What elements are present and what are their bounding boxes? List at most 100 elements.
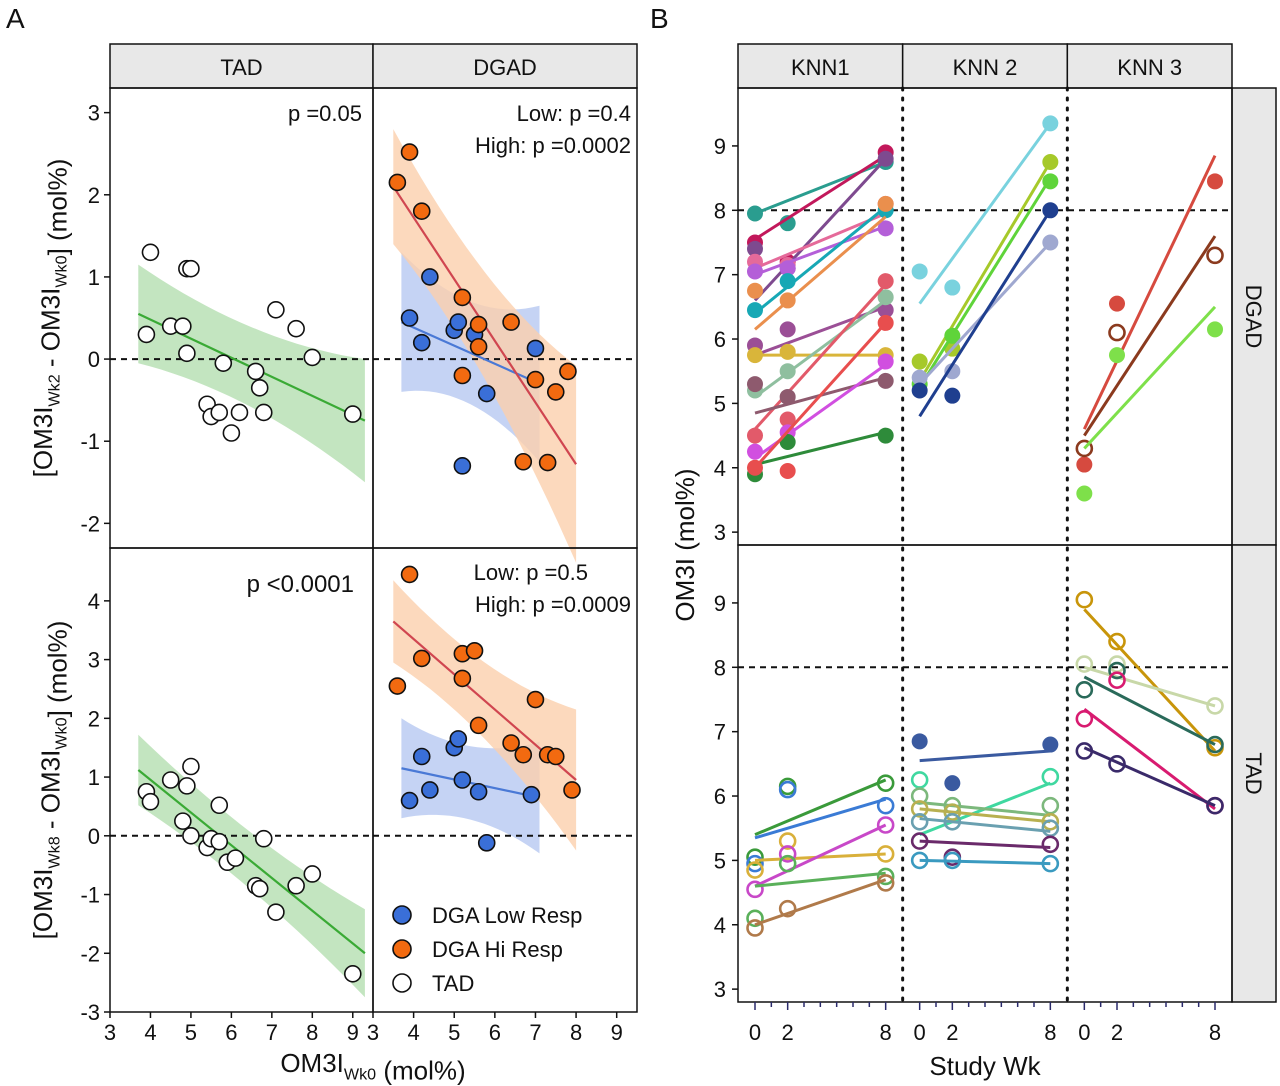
data-point (182, 826, 200, 845)
data-point (747, 376, 763, 393)
trend-line (754, 154, 887, 241)
data-point (747, 427, 763, 444)
data-point (1206, 796, 1224, 815)
y-tick-label: -3 (80, 1000, 100, 1025)
data-point (449, 730, 468, 748)
data-point (210, 796, 229, 815)
data-point (1042, 234, 1059, 251)
data-point (1076, 485, 1093, 502)
data-point (250, 879, 269, 898)
data-point (1075, 439, 1094, 458)
y-tick-label: 8 (714, 198, 726, 223)
y-tick-label: 9 (714, 134, 726, 159)
data-point (137, 325, 156, 344)
subject-trajectory (910, 800, 1060, 831)
y-tick-label: -2 (80, 941, 100, 966)
annotation-dgad-wk2-low: Low: p =0.4 (517, 101, 631, 126)
data-point (944, 363, 961, 380)
legend-label: DGA Hi Resp (432, 937, 563, 962)
data-point (778, 854, 797, 873)
subject-trajectory (1075, 671, 1224, 815)
strip-column-3 (1066, 43, 1233, 89)
subject-trajectory (1075, 742, 1224, 815)
data-point (877, 220, 894, 237)
data-point (877, 302, 894, 319)
data-point (412, 333, 431, 352)
trend-line (754, 212, 887, 270)
data-point (287, 876, 305, 895)
data-point (747, 282, 763, 299)
data-point (246, 362, 265, 381)
data-point (388, 173, 407, 192)
trend-line (753, 283, 887, 431)
y-tick-label: 0 (88, 824, 100, 849)
data-point (449, 313, 468, 331)
data-point (303, 348, 322, 367)
confidence-band (138, 734, 365, 998)
data-point (1041, 767, 1060, 786)
data-point (1075, 655, 1094, 673)
data-point (910, 851, 929, 870)
data-point (877, 353, 894, 370)
subject-trajectory (747, 372, 894, 415)
plot-frame (737, 87, 1233, 546)
y-tick-label: 7 (714, 263, 726, 288)
data-point (1075, 709, 1094, 728)
x-axis-label: Study Wk (929, 1051, 1041, 1081)
data-point (514, 745, 533, 764)
x-tick-label: 7 (266, 1020, 278, 1045)
x-tick-label: 3 (367, 1020, 379, 1045)
data-point (210, 832, 229, 851)
y-axis-label-wk8: [OM3IWk8 - OM3IWk0] (mol%) (28, 621, 73, 940)
subject-trajectory (747, 150, 894, 302)
data-point (1206, 697, 1224, 715)
x-tick-label: 8 (1044, 1020, 1056, 1045)
data-point (400, 143, 419, 161)
data-point (778, 832, 797, 850)
hi-resp-band (393, 580, 577, 851)
data-point (746, 880, 764, 899)
data-point (944, 327, 961, 344)
trend-line (753, 157, 887, 302)
trend-line (754, 871, 886, 888)
data-point (400, 309, 419, 327)
y-tick-label: 4 (714, 913, 726, 938)
legend-marker (392, 905, 412, 925)
data-point (746, 854, 764, 873)
subject-trajectory (747, 314, 894, 479)
data-point (453, 366, 472, 385)
legend-label: DGA Low Resp (432, 903, 582, 928)
x-tick-label: 0 (1078, 1020, 1090, 1045)
data-point (1206, 735, 1224, 754)
trend-line (1083, 235, 1217, 437)
data-point (250, 379, 269, 397)
data-point (210, 403, 229, 422)
trend-line (754, 823, 887, 888)
trend-line (754, 215, 887, 331)
x-tick-label: 8 (1209, 1020, 1221, 1045)
data-point (563, 781, 581, 799)
data-point (1075, 590, 1094, 609)
subject-trajectory (911, 115, 1059, 305)
subject-trajectory (746, 816, 895, 899)
data-point (1041, 835, 1060, 854)
data-point (421, 268, 439, 286)
data-point (910, 800, 929, 818)
data-point (465, 641, 484, 660)
data-point (911, 353, 928, 370)
data-point (1075, 681, 1094, 699)
x-tick-label: 9 (611, 1020, 623, 1045)
data-point (254, 829, 273, 848)
data-point (747, 459, 763, 476)
subject-trajectory (747, 220, 894, 280)
data-point (778, 845, 797, 863)
data-point (943, 803, 962, 821)
trend-line (754, 878, 887, 927)
subject-trajectory (747, 427, 894, 483)
data-point (1041, 854, 1060, 873)
y-tick-label: 2 (88, 183, 100, 208)
data-point (267, 300, 285, 319)
subject-trajectory (1076, 154, 1223, 473)
